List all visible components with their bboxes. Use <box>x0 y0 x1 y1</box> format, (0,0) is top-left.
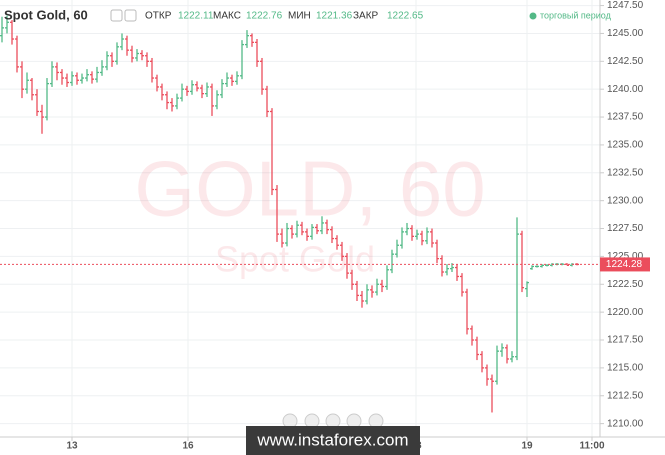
zoom-in[interactable] <box>346 413 362 429</box>
y-tick-label: 1242.50 <box>607 56 644 67</box>
zoom-reset[interactable] <box>325 413 341 429</box>
x-tick-label: 13 <box>66 441 78 452</box>
zoom-right[interactable] <box>368 413 384 429</box>
legend-text: торговый период <box>540 10 612 20</box>
y-tick-label: 1232.50 <box>607 167 644 178</box>
ohlc-header: ОТКР 1222.11 МАКС 1222.76 МИН 1221.36 ЗАКР 1222… <box>145 11 424 22</box>
y-tick-label: 1245.00 <box>607 28 644 39</box>
header-label: МАКС <box>213 11 241 22</box>
bars <box>0 15 600 413</box>
last-price-label: 1224.28 <box>606 259 643 270</box>
y-tick-label: 1222.50 <box>607 279 644 290</box>
header-value: 1221.36 <box>316 11 353 22</box>
legend-dot <box>529 12 537 20</box>
site-text: www.instaforex.com <box>256 430 408 449</box>
header-label: ЗАКР <box>353 11 379 22</box>
grid <box>0 0 600 437</box>
y-tick-label: 1237.50 <box>607 112 644 123</box>
y-tick-label: 1215.00 <box>607 363 644 374</box>
icon[interactable] <box>110 9 123 22</box>
y-tick-label: 1235.00 <box>607 140 644 151</box>
x-tick-label: 16 <box>182 441 194 452</box>
header-value: 1222.11 <box>178 11 214 22</box>
icon[interactable] <box>124 9 137 22</box>
y-tick-label: 1217.50 <box>607 335 644 346</box>
y-tick-label: 1220.00 <box>607 307 644 318</box>
x-tick-label: 11:00 <box>579 441 604 452</box>
header-value: 1222.76 <box>246 11 283 22</box>
axes: 1210.00 1212.50 1215.00 1217.50 1220.00 1222.… <box>66 0 650 452</box>
y-tick-label: 1210.00 <box>607 418 644 429</box>
y-tick-label: 1212.50 <box>607 390 644 401</box>
last-price-box <box>600 257 650 272</box>
header-label: ОТКР <box>145 11 172 22</box>
y-tick-label: 1227.50 <box>607 223 644 234</box>
header-value: 1222.65 <box>387 11 424 22</box>
y-tick-label: 1230.00 <box>607 195 644 206</box>
symbol-title: Spot Gold, 60 <box>4 7 88 22</box>
x-tick-label: 19 <box>521 441 533 452</box>
zoom-left[interactable] <box>282 413 298 429</box>
watermark: GOLD, 60 <box>134 145 485 233</box>
header-label: МИН <box>288 11 311 22</box>
y-tick-label: 1247.50 <box>607 0 644 11</box>
zoom-out[interactable] <box>304 413 320 429</box>
y-tick-label: 1240.00 <box>607 84 644 95</box>
site-banner <box>246 426 420 455</box>
y-tick-label: 1225.00 <box>607 251 644 262</box>
